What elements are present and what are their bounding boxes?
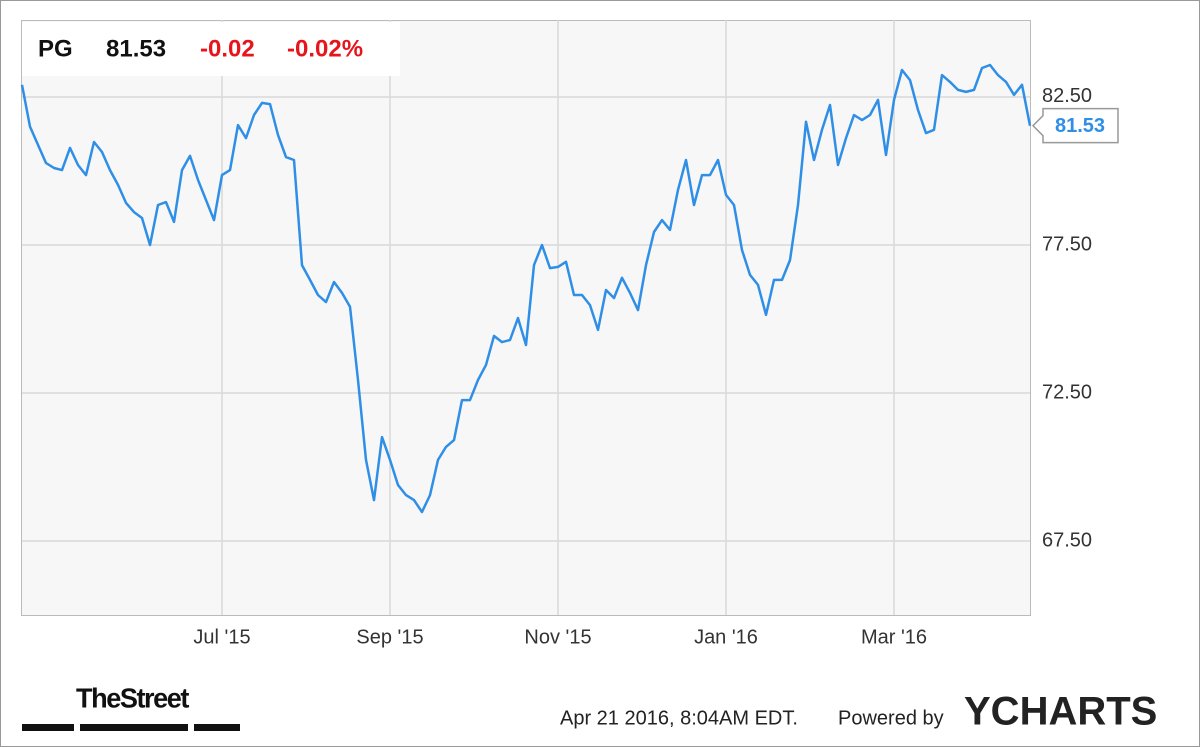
price-line <box>20 63 1032 514</box>
ticker: PG <box>38 35 73 62</box>
x-tick-label: Jan '16 <box>694 626 758 648</box>
price: 81.53 <box>106 35 166 62</box>
source-logo: TheStreet <box>76 682 189 713</box>
powered-by: Powered by <box>838 707 944 729</box>
x-tick-label: Nov '15 <box>524 626 591 648</box>
quote-box <box>22 22 400 76</box>
logo-bar <box>22 724 74 731</box>
y-tick-label: 77.50 <box>1042 233 1092 255</box>
y-tick-label: 82.50 <box>1042 85 1092 107</box>
change: -0.02 <box>200 35 255 62</box>
x-tick-label: Sep '15 <box>356 626 423 648</box>
brand-logo: YCHARTS <box>964 690 1157 734</box>
y-tick-label: 67.50 <box>1042 529 1092 551</box>
logo-bar <box>80 724 188 731</box>
x-tick-label: Mar '16 <box>861 626 927 648</box>
last-value-flag <box>1031 107 1119 144</box>
logo-bar <box>194 724 240 731</box>
last-value-label: 81.53 <box>1055 115 1105 137</box>
x-tick-label: Jul '15 <box>193 626 250 648</box>
timestamp: Apr 21 2016, 8:04AM EDT. <box>560 707 798 729</box>
change-percent: -0.02% <box>287 35 363 62</box>
y-tick-label: 72.50 <box>1042 381 1092 403</box>
